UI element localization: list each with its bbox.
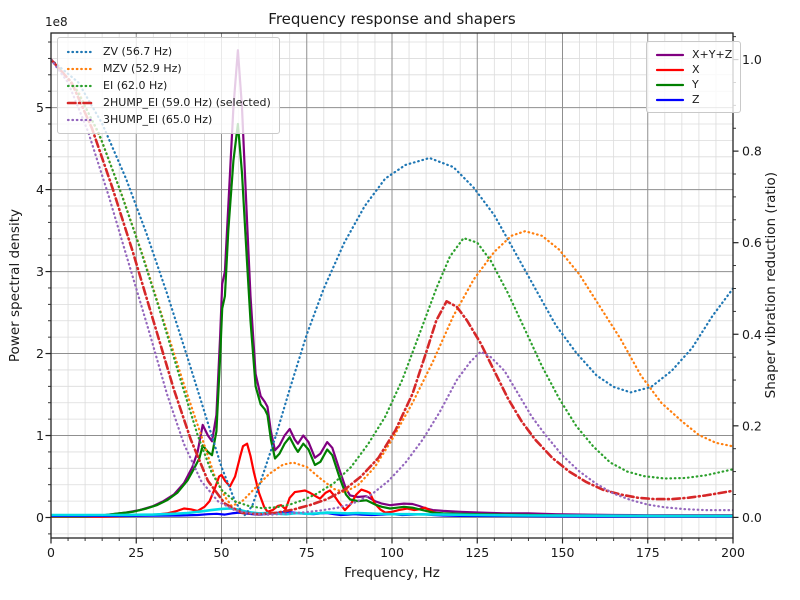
tick-labels: 0 25 50 75 100 125 150 175 200 0 1 2 3 4 5 0.0 0.2 0.4 0.6…	[36, 52, 762, 560]
legend-label: X	[692, 63, 700, 76]
y-left-tick-label: 3	[36, 264, 44, 279]
y-left-tick-label: 2	[36, 346, 44, 361]
curve-ei-62-0-hz-	[51, 58, 733, 510]
legend-entry: MZV (52.9 Hz)	[66, 60, 271, 77]
legend-label: 2HUMP_EI (59.0 Hz) (selected)	[103, 96, 271, 109]
y-right-tick-label: 0.2	[742, 418, 762, 433]
curve-x-y-z	[51, 49, 733, 518]
x-tick-label: 75	[299, 545, 315, 560]
legend-label: EI (62.0 Hz)	[103, 79, 168, 92]
x-tick-label: 0	[47, 545, 55, 560]
curve-3hump-ei-65-0-hz-	[51, 58, 733, 516]
x-tick-label: 100	[380, 545, 404, 560]
legend-line-sample-icon	[655, 98, 685, 101]
y-right-tick-label: 1.0	[742, 52, 762, 67]
y-axis-label-left: Power spectral density	[7, 208, 23, 363]
legend-label: ZV (56.7 Hz)	[103, 45, 173, 58]
legend-label: MZV (52.9 Hz)	[103, 62, 182, 75]
y-right-tick-label: 0.8	[742, 144, 762, 159]
axis-offset-label: 1e8	[45, 15, 68, 29]
legend-entry: 3HUMP_EI (65.0 Hz)	[66, 111, 271, 128]
x-tick-label: 175	[636, 545, 660, 560]
y-right-tick-label: 0.0	[742, 510, 762, 525]
y-left-tick-label: 0	[36, 510, 44, 525]
ticks	[45, 36, 739, 544]
legend-label: X+Y+Z	[692, 48, 733, 61]
curve-mzv-52-9-hz-	[51, 58, 733, 508]
legend-entry: ZV (56.7 Hz)	[66, 43, 271, 60]
legend-line-sample-icon	[66, 118, 96, 121]
legend-line-sample-icon	[66, 84, 96, 87]
legend-entry: Y	[655, 77, 732, 92]
x-tick-label: 150	[551, 545, 575, 560]
y-axis-label-right: Shaper vibration reduction (ratio)	[763, 172, 779, 399]
legend-entry: EI (62.0 Hz)	[66, 77, 271, 94]
legend-line-sample-icon	[66, 50, 96, 53]
y-left-tick-label: 4	[36, 182, 44, 197]
legend-axes: X+Y+Z X Y Z	[646, 41, 742, 113]
legend-shapers: ZV (56.7 Hz) MZV (52.9 Hz) EI (62.0 Hz) 2HU…	[57, 37, 280, 134]
curves	[51, 49, 733, 518]
legend-line-sample-icon	[66, 101, 96, 104]
x-tick-label: 25	[128, 545, 144, 560]
y-right-tick-label: 0.6	[742, 235, 762, 250]
curve-after-shaper	[51, 507, 733, 518]
curve-y	[51, 122, 733, 518]
legend-label: Y	[692, 78, 699, 91]
curve-zv-56-7-hz-	[51, 58, 733, 517]
legend-line-sample-icon	[655, 53, 685, 56]
legend-line-sample-icon	[655, 83, 685, 86]
x-tick-label: 50	[214, 545, 230, 560]
y-left-tick-label: 1	[36, 428, 44, 443]
chart-title: Frequency response and shapers	[268, 10, 516, 28]
x-axis-label: Frequency, Hz	[344, 565, 440, 581]
curve-2hump-ei-59-0-hz-selected-	[51, 58, 733, 516]
legend-line-sample-icon	[66, 67, 96, 70]
legend-entry: X+Y+Z	[655, 47, 732, 62]
legend-line-sample-icon	[655, 68, 685, 71]
y-right-tick-label: 0.4	[742, 327, 762, 342]
legend-entry: 2HUMP_EI (59.0 Hz) (selected)	[66, 94, 271, 111]
legend-label: 3HUMP_EI (65.0 Hz)	[103, 113, 213, 126]
legend-entry: X	[655, 62, 732, 77]
legend-entry: Z	[655, 92, 732, 107]
x-tick-label: 125	[465, 545, 489, 560]
x-tick-label: 200	[721, 545, 745, 560]
legend-label: Z	[692, 93, 700, 106]
y-left-tick-label: 5	[36, 100, 44, 115]
